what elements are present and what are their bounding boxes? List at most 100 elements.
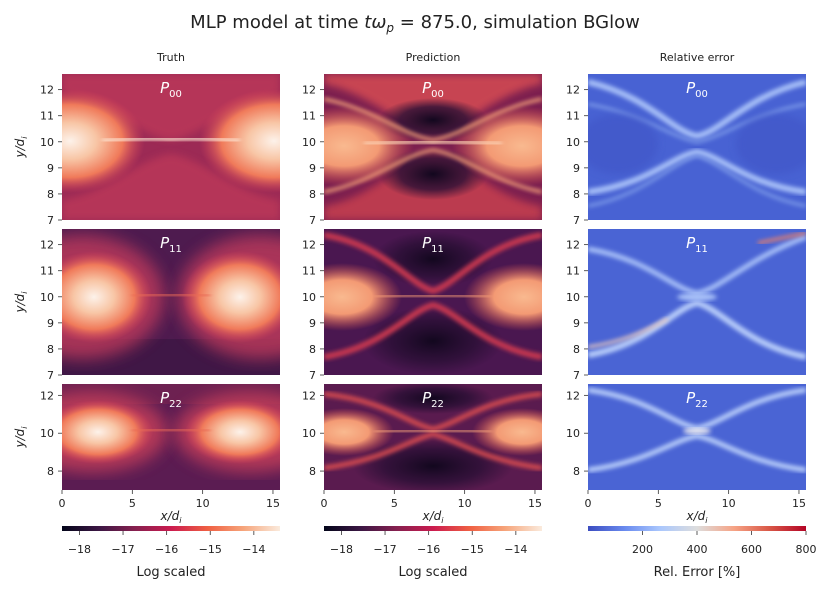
heatmap-prediction-p00 xyxy=(324,74,542,220)
y-tick-label: 12 xyxy=(302,389,316,402)
y-tick-label: 9 xyxy=(573,162,580,175)
y-axis-label: y/di xyxy=(13,426,29,449)
colorbar-tick-label: −18 xyxy=(68,543,91,556)
x-axis-label: x/di xyxy=(686,509,709,525)
y-tick-label: 10 xyxy=(302,291,316,304)
y-tick-label: 10 xyxy=(40,427,54,440)
y-tick-label: 10 xyxy=(566,136,580,149)
y-tick-label: 8 xyxy=(573,188,580,201)
y-tick-label: 11 xyxy=(40,110,54,123)
title-t: t xyxy=(364,12,372,33)
colorbar-truth xyxy=(62,526,280,531)
title-p-sub: p xyxy=(385,21,394,35)
y-tick-label: 7 xyxy=(309,214,316,227)
y-tick-label: 10 xyxy=(40,291,54,304)
component-label-22-col1: P22 xyxy=(422,389,444,410)
y-axis-label-base: y/d xyxy=(13,293,27,313)
y-tick-label: 12 xyxy=(40,84,54,97)
component-label-11-col1: P11 xyxy=(422,234,444,255)
colorbar-tick-label: −14 xyxy=(242,543,265,556)
component-label-P: P xyxy=(422,79,432,97)
x-tick-label: 5 xyxy=(129,497,136,510)
heatmap-rel-error-p22 xyxy=(588,384,806,490)
component-label-11-col0: P11 xyxy=(160,234,182,255)
colorbar-tick-label: 800 xyxy=(796,543,817,556)
heatmap-prediction-p11 xyxy=(324,229,542,375)
y-axis-label-base: y/d xyxy=(13,138,27,158)
axes: 789101112789101112789101112y/di789101112… xyxy=(13,84,806,525)
colorbar-tick-label: −15 xyxy=(199,543,222,556)
y-tick-label: 7 xyxy=(47,369,54,382)
x-tick-label: 10 xyxy=(722,497,736,510)
y-axis-label-sub: i xyxy=(20,291,29,294)
heatmap-truth-p22 xyxy=(62,384,280,490)
x-axis-label-base: x/d xyxy=(422,509,442,523)
component-label-sub: 00 xyxy=(431,89,444,100)
y-tick-label: 8 xyxy=(309,465,316,478)
y-tick-label: 9 xyxy=(309,162,316,175)
heatmap-truth-p00 xyxy=(62,74,280,220)
heatmap-rel-error-p00 xyxy=(588,74,806,220)
component-label-P: P xyxy=(160,389,170,407)
colorbar-tick-label: 200 xyxy=(632,543,653,556)
y-tick-label: 7 xyxy=(573,369,580,382)
y-tick-label: 10 xyxy=(302,427,316,440)
colorbar-label: Rel. Error [%] xyxy=(654,565,741,580)
y-tick-label: 8 xyxy=(47,188,54,201)
column-title-truth: Truth xyxy=(156,51,185,64)
colorbar-tick-label: 600 xyxy=(741,543,762,556)
y-tick-label: 11 xyxy=(566,265,580,278)
y-axis-label-sub: i xyxy=(20,426,29,429)
y-tick-label: 11 xyxy=(566,110,580,123)
component-label-sub: 00 xyxy=(169,89,182,100)
x-tick-label: 5 xyxy=(655,497,662,510)
component-label-P: P xyxy=(160,79,170,97)
colorbar-label: Log scaled xyxy=(398,565,467,580)
y-tick-label: 7 xyxy=(47,214,54,227)
component-label-P: P xyxy=(422,234,432,252)
y-tick-label: 12 xyxy=(566,389,580,402)
x-axis-label-sub: i xyxy=(705,516,708,525)
component-label-sub: 22 xyxy=(169,399,182,410)
component-label-P: P xyxy=(686,79,696,97)
colorbar-tick-label: −14 xyxy=(504,543,527,556)
y-tick-label: 9 xyxy=(47,317,54,330)
colorbar-tick-label: 400 xyxy=(687,543,708,556)
y-tick-label: 10 xyxy=(40,136,54,149)
figure-title: MLP model at time tωp = 875.0, simulatio… xyxy=(190,12,640,35)
column-title-prediction: Prediction xyxy=(406,51,461,64)
colorbar-tick-label: −17 xyxy=(373,543,396,556)
title-omega: ω xyxy=(371,12,386,33)
x-tick-label: 15 xyxy=(266,497,280,510)
component-label-11-col2: P11 xyxy=(686,234,708,255)
y-tick-label: 8 xyxy=(309,188,316,201)
component-label-sub: 11 xyxy=(695,244,708,255)
y-tick-label: 12 xyxy=(566,239,580,252)
y-tick-label: 10 xyxy=(566,291,580,304)
colorbar-tick-label: −16 xyxy=(417,543,440,556)
x-tick-label: 10 xyxy=(458,497,472,510)
component-label-P: P xyxy=(422,389,432,407)
component-label-P: P xyxy=(160,234,170,252)
y-tick-label: 8 xyxy=(573,343,580,356)
y-axis-label-sub: i xyxy=(20,136,29,139)
heatmap-prediction-p22 xyxy=(324,384,542,490)
y-tick-label: 10 xyxy=(566,427,580,440)
heatmap-truth-p11 xyxy=(62,229,280,375)
y-tick-label: 10 xyxy=(302,136,316,149)
colorbar-rel-error xyxy=(588,526,806,531)
x-tick-label: 0 xyxy=(321,497,328,510)
y-tick-label: 11 xyxy=(302,265,316,278)
y-tick-label: 12 xyxy=(40,389,54,402)
colorbar-prediction xyxy=(324,526,542,531)
column-title-relative-error: Relative error xyxy=(660,51,735,64)
y-tick-label: 7 xyxy=(573,214,580,227)
x-axis-label: x/di xyxy=(160,509,183,525)
y-axis-label-base: y/d xyxy=(13,428,27,448)
x-axis-label-base: x/d xyxy=(160,509,180,523)
y-tick-label: 12 xyxy=(302,84,316,97)
component-label-sub: 00 xyxy=(695,89,708,100)
colorbar-label: Log scaled xyxy=(136,565,205,580)
x-tick-label: 0 xyxy=(59,497,66,510)
